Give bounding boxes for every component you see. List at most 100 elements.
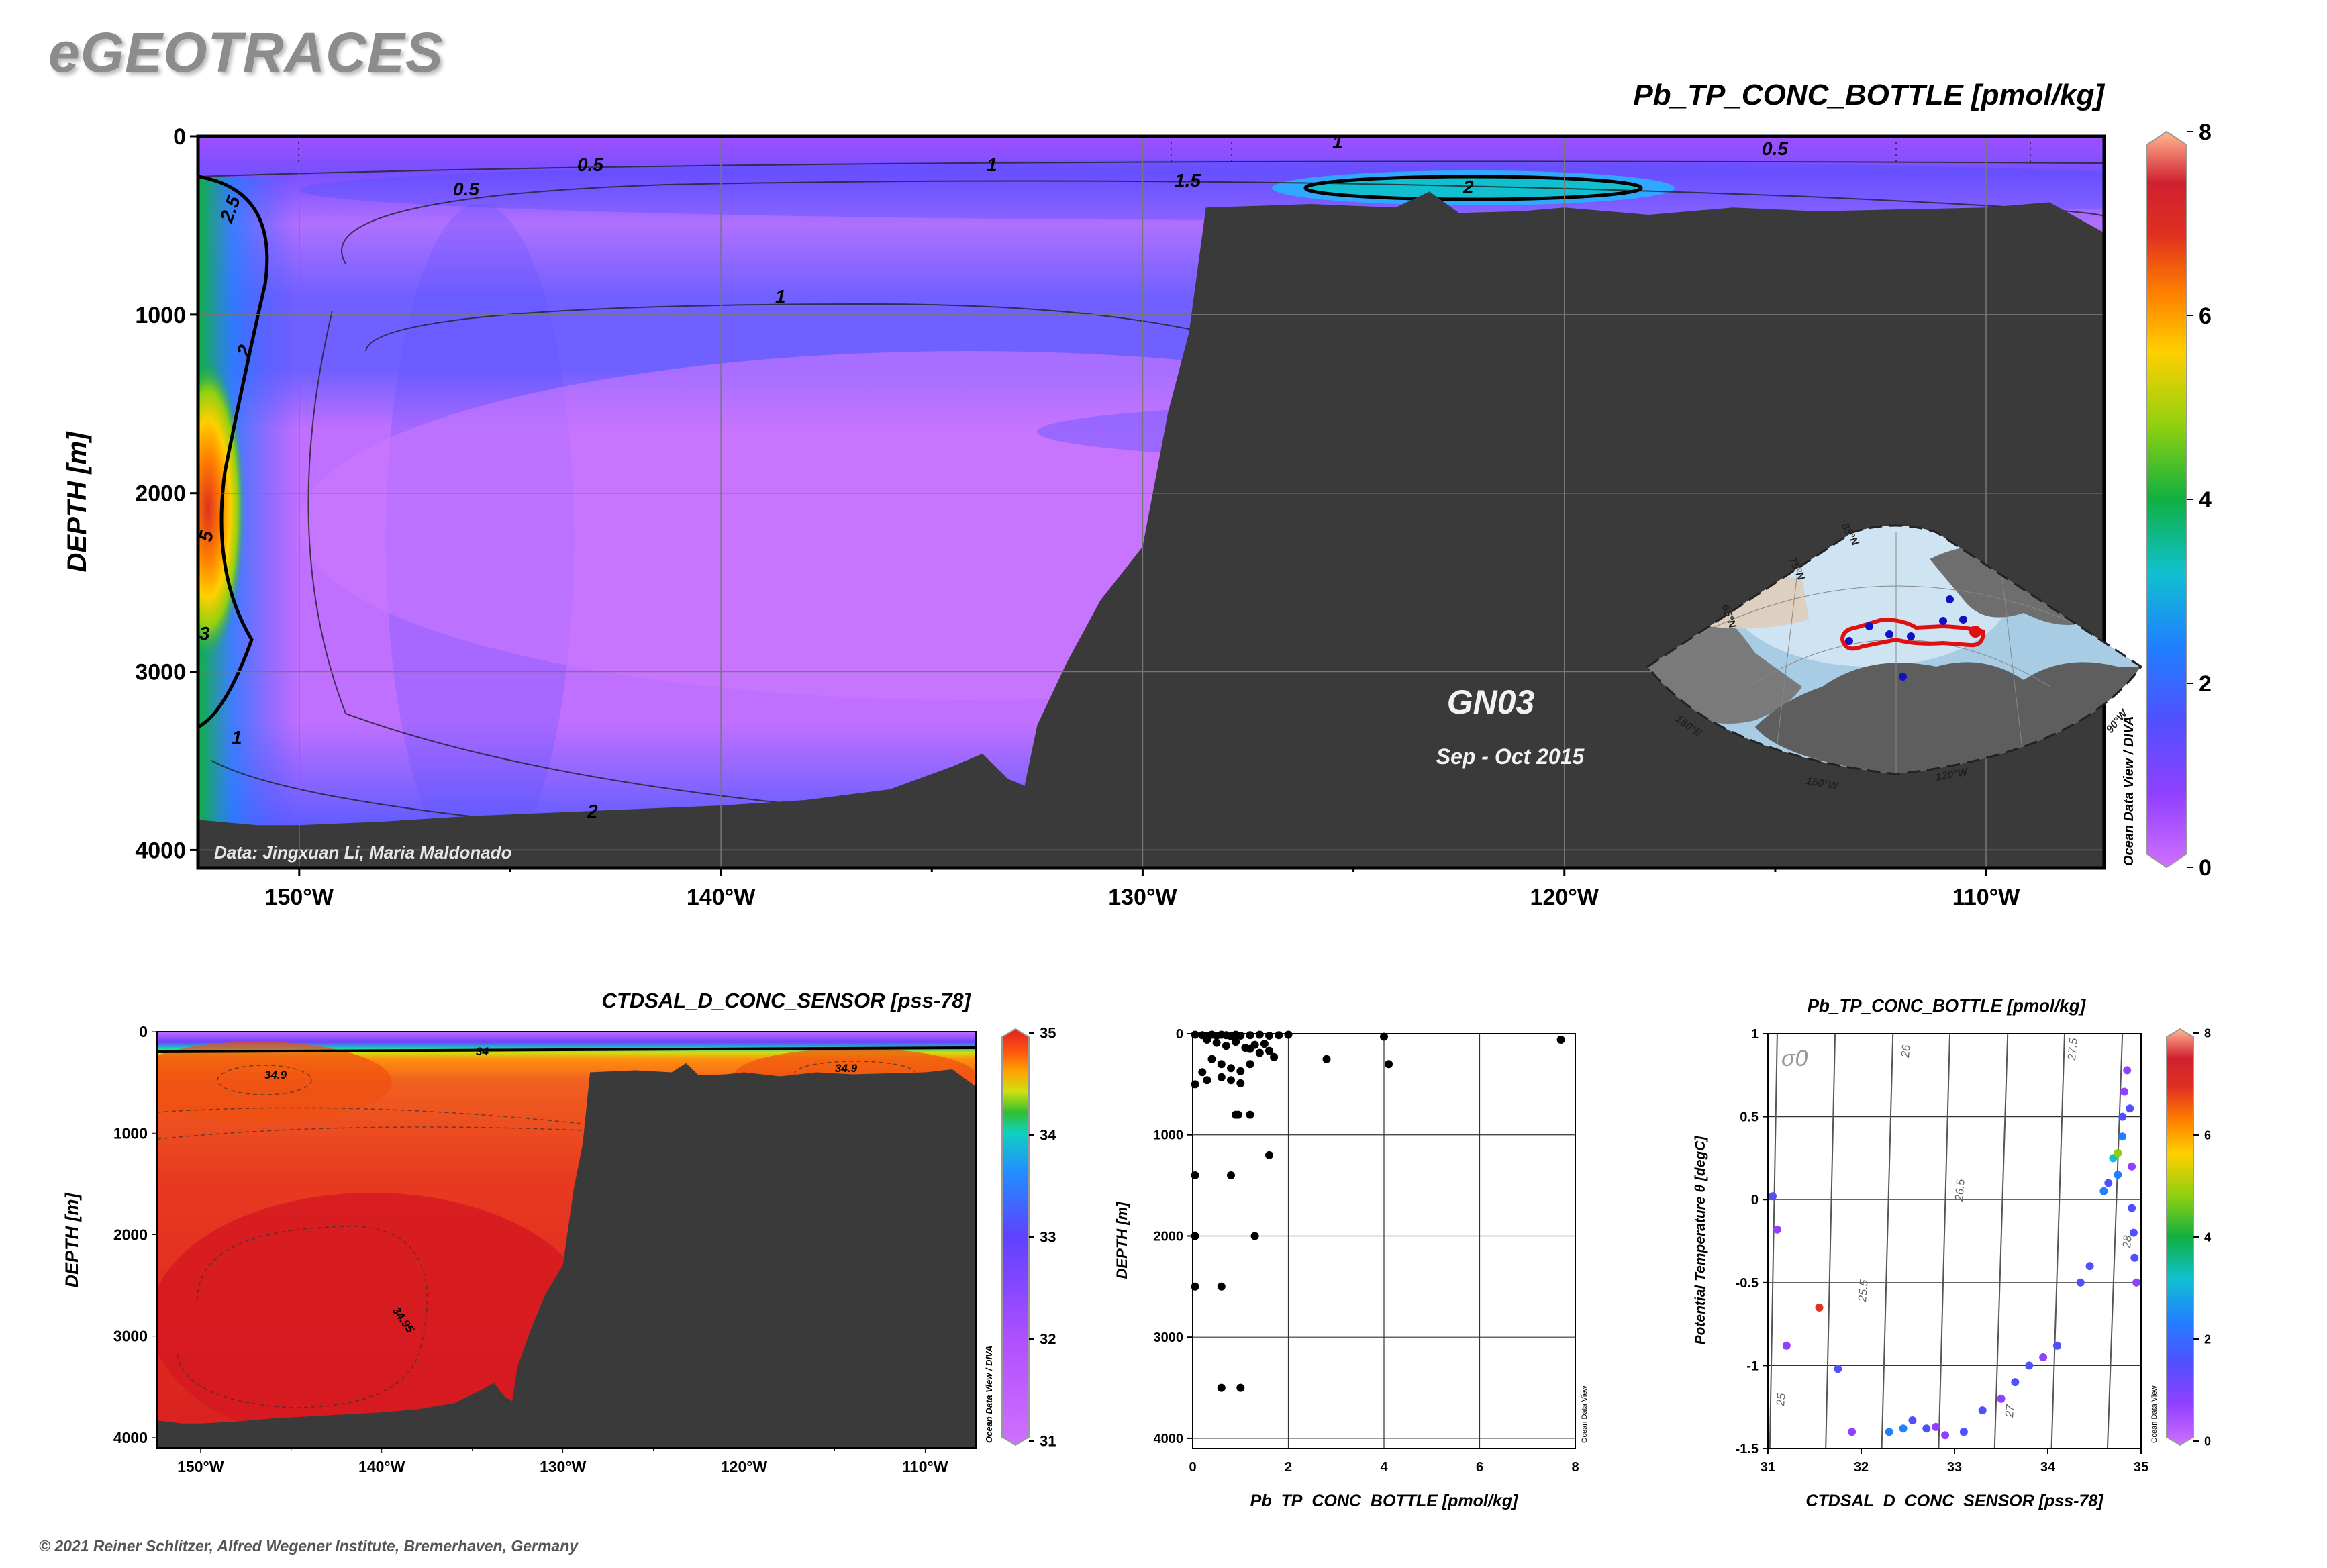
main-field-subsurface [299,160,2104,220]
profile-point [1284,1030,1293,1039]
ts-point [1885,1428,1893,1436]
sal-bathymetry [157,1063,976,1448]
colorbar-gradient [1001,1028,1030,1447]
profile-xlabel: Pb_TP_CONC_BOTTLE [pmol/kg] [1250,1491,1519,1510]
profile-point [1198,1068,1207,1077]
contour-label: 1.5 [1175,170,1201,191]
profile-point [1236,1079,1245,1087]
ts-point [1932,1422,1940,1431]
isopycnal-line [1993,1033,2009,1449]
ts-xlabel: CTDSAL_D_CONC_SENSOR [pss-78] [1805,1491,2104,1510]
contour-label: 1 [775,286,786,307]
y-tick-label: 1 [1751,1027,1759,1042]
profile-point [1217,1060,1226,1069]
egeotraces-logo: eGEOTRACES [48,21,444,84]
colorbar-gradient [2166,1028,2194,1447]
ts-point [1908,1416,1917,1424]
x-tick-label: 8 [1571,1460,1579,1475]
profile-ylabel: DEPTH [m] [1113,1202,1130,1279]
sigma-label: σ0 [1781,1046,1808,1071]
ts-point [2025,1361,2034,1370]
x-tick-label: 2 [1285,1460,1292,1475]
profile-point [1217,1383,1226,1392]
main-colorbar: 0 2 4 6 8 [2146,119,2212,881]
main-ylabel: DEPTH [m] [62,431,92,573]
profile-point [1191,1030,1199,1039]
x-tick-label: 120°W [1530,885,1599,910]
profile-point [1265,1032,1273,1040]
ts-point [1997,1394,2006,1403]
sal-x-axis: 150°W 140°W 130°W 120°W 110°W [177,1448,948,1475]
profile-plot: 0 2 4 6 8 0 1000 2000 3000 4000 [1154,1027,1579,1475]
main-bathymetry [198,191,2104,868]
profile-point [1222,1042,1230,1050]
x-tick-label: 4 [1380,1460,1388,1475]
map-frame [1646,524,2143,775]
ts-point [1941,1431,1950,1440]
colorbar-tick-label: 2 [2204,1332,2211,1346]
ts-x-axis: 31 32 33 34 35 [1761,1449,2148,1475]
y-tick-label: 0.5 [1740,1110,1759,1125]
y-tick-label: 4000 [113,1429,148,1447]
x-tick-label: 130°W [540,1458,587,1475]
station-end [1969,626,1981,638]
profile-point [1191,1282,1199,1291]
y-tick-label: 2000 [135,481,186,507]
ts-point [2085,1262,2094,1271]
profile-point [1212,1038,1221,1047]
sal-field-warm-left [157,1042,392,1122]
cruise-dates: Sep - Oct 2015 [1436,744,1585,769]
isopycnal-line [1769,1033,1778,1449]
profile-point [1191,1171,1199,1179]
profile-point [1246,1031,1254,1040]
ts-point [2129,1228,2138,1237]
ts-point [1959,1428,1968,1436]
ts-colorbar: 0 2 4 6 8 [2166,1026,2211,1448]
sal-ylabel: DEPTH [m] [62,1192,82,1287]
y-tick-label: 1000 [135,303,186,328]
colorbar-tick-label: 0 [2199,855,2212,881]
contour-label: 0.5 [577,154,603,175]
profile-point [1227,1064,1235,1073]
profile-point [1217,1282,1226,1291]
colorbar-tick-label: 35 [1040,1025,1056,1042]
y-tick-label: 0 [139,1023,148,1040]
isopycnal-label: 26.5 [1952,1178,1967,1202]
ts-point [2076,1278,2085,1287]
profile-point [1236,1383,1245,1392]
profile-point [1246,1060,1254,1069]
y-tick-label: 2000 [113,1226,148,1243]
ts-point [2118,1132,2127,1141]
y-tick-label: 0 [173,124,186,150]
contour-label: 34.9 [264,1069,287,1081]
ts-point [2114,1171,2122,1179]
isopycnal-line [1881,1033,1894,1449]
data-credit: Data: Jingxuan Li, Maria Maldonado [214,842,512,863]
main-section-plot: 150°W 140°W 130°W 120°W 110°W 0 1000 2000 3000 4… [135,124,2161,910]
ts-watermark: Ocean Data View [2150,1386,2159,1443]
colorbar-tick-label: 6 [2199,303,2212,329]
sal-colorbar: 31 32 33 34 35 [1001,1025,1056,1450]
main-title: Pb_TP_CONC_BOTTLE [pmol/kg] [1633,79,2105,111]
profile-point [1236,1067,1245,1075]
ts-point [2011,1378,2020,1387]
x-tick-label: 120°W [721,1458,768,1475]
ts-point [2128,1204,2136,1212]
colorbar-gradient [2146,130,2187,869]
isopycnal-line [1938,1033,1951,1449]
profile-point [1207,1055,1216,1063]
x-tick-label: 31 [1761,1460,1775,1475]
contour-label: 2 [1463,177,1474,197]
sal-contour-bold [157,1046,976,1053]
x-tick-label: 33 [1947,1460,1962,1475]
y-tick-label: 0 [1751,1193,1759,1208]
ts-bg [1768,1034,2141,1449]
ts-point [1782,1341,1791,1350]
x-tick-label: 35 [2134,1460,2148,1475]
contour-label: 34 [476,1045,489,1058]
colorbar-ticks: 0 2 4 6 8 [2193,1026,2211,1448]
colorbar-tick-label: 34 [1040,1127,1056,1144]
ts-point [2104,1179,2113,1187]
profile-point [1265,1150,1273,1159]
y-tick-label: 4000 [135,838,186,863]
